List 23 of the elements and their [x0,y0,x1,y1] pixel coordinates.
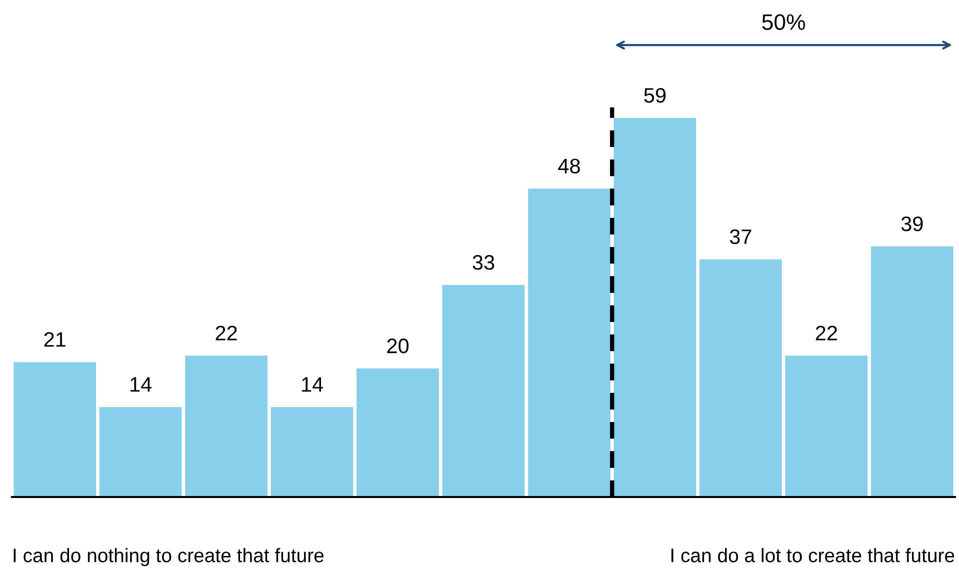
bar [185,356,268,497]
bar [442,285,525,497]
data-label: 48 [558,158,580,174]
bar [785,356,868,497]
bar [356,368,439,497]
data-label: 39 [901,216,923,232]
data-label: 37 [730,229,752,244]
bar [14,362,96,497]
text: I can do nothing to create that future [14,548,324,566]
text: I can do a lot to create that future [671,548,954,562]
data-label: 22 [816,326,837,340]
text: 50% [762,14,805,30]
data-label: 22 [216,326,237,340]
data-label: 33 [472,255,494,270]
bar [700,259,782,497]
data-label: 20 [387,338,409,354]
data-label: 59 [644,88,666,103]
bar [870,246,954,497]
bar [270,407,354,497]
data-label: 21 [44,332,66,347]
bar [99,407,182,497]
data-label: 14 [302,377,324,392]
data-label: 14 [130,377,152,392]
